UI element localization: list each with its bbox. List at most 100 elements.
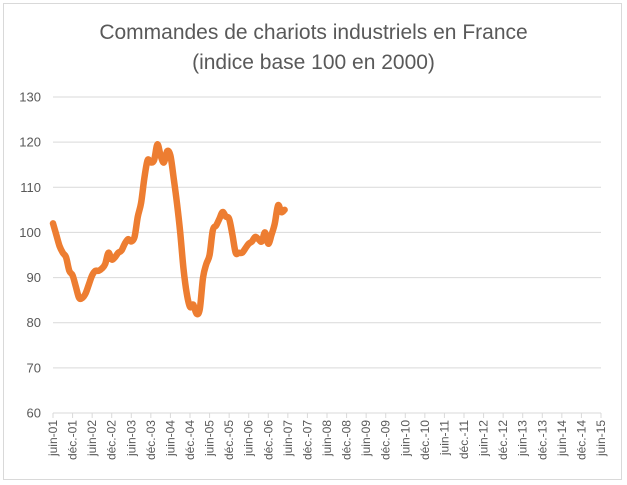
data-point xyxy=(165,149,169,153)
data-point xyxy=(175,201,179,205)
chart-title: Commandes de chariots industriels en Fra… xyxy=(0,18,627,78)
x-tick-label: déc.-13 xyxy=(535,420,549,460)
data-point xyxy=(120,248,124,252)
data-point xyxy=(126,237,130,241)
series-layer xyxy=(49,141,288,318)
data-point xyxy=(74,285,78,289)
x-axis-tick-labels: juin-01 déc.-01 juin-02 déc.-02 juin-03 déc.-… xyxy=(46,420,608,460)
data-point xyxy=(181,267,185,271)
x-tick-label: déc.-05 xyxy=(222,420,236,460)
data-point xyxy=(230,233,234,237)
data-point xyxy=(263,230,267,234)
data-point xyxy=(116,251,120,255)
x-tick-label: déc.-03 xyxy=(144,420,158,460)
x-tick-label: déc.-04 xyxy=(183,420,197,460)
y-tick-label: 60 xyxy=(27,406,41,421)
x-tick-label: déc.-06 xyxy=(261,420,275,460)
x-tick-label: juin-14 xyxy=(555,420,569,457)
data-point xyxy=(266,242,270,246)
data-point xyxy=(100,267,104,271)
data-point xyxy=(185,291,189,295)
x-tick-label: juin-03 xyxy=(124,420,138,457)
data-point xyxy=(191,303,195,307)
data-point xyxy=(133,235,137,239)
x-tick-label: déc.-07 xyxy=(300,420,314,460)
data-point xyxy=(87,282,91,286)
data-point xyxy=(214,224,218,228)
x-tick-label: déc.-01 xyxy=(66,420,80,460)
data-point xyxy=(204,262,208,266)
chart-title-line-1: Commandes de chariots industriels en Fra… xyxy=(99,21,528,44)
data-point xyxy=(139,201,143,205)
data-point xyxy=(195,312,199,316)
data-point xyxy=(129,239,133,243)
data-point xyxy=(178,230,182,234)
y-tick-label: 130 xyxy=(19,90,41,105)
data-point xyxy=(208,253,212,257)
x-tick-label: juin-13 xyxy=(516,420,530,457)
x-tick-label: déc.-11 xyxy=(457,420,471,459)
x-tick-label: juin-06 xyxy=(242,420,256,457)
x-tick-label: déc.-08 xyxy=(340,420,354,460)
x-tick-label: juin-12 xyxy=(477,420,491,457)
data-point xyxy=(227,217,231,221)
data-point xyxy=(270,233,274,237)
y-tick-label: 70 xyxy=(27,360,41,375)
data-point xyxy=(217,217,221,221)
data-point xyxy=(103,262,107,266)
data-point xyxy=(211,228,215,232)
data-point xyxy=(142,176,146,180)
data-point xyxy=(276,203,280,207)
data-point xyxy=(155,142,159,146)
x-tick-label: juin-11 xyxy=(437,420,451,456)
data-point xyxy=(90,273,94,277)
data-point xyxy=(247,242,251,246)
y-tick-label: 110 xyxy=(20,180,41,195)
y-axis-tick-labels: 60 70 80 90 100 110 120 130 xyxy=(19,90,41,421)
x-tick-label: juin-15 xyxy=(594,420,608,457)
data-point xyxy=(250,239,254,243)
gridlines xyxy=(53,96,601,414)
data-point xyxy=(58,244,62,248)
chart-area xyxy=(3,3,622,480)
x-tick-label: juin-04 xyxy=(163,420,177,457)
data-point xyxy=(149,160,153,164)
data-point xyxy=(243,246,247,250)
data-point xyxy=(198,307,202,311)
x-tick-label: juin-09 xyxy=(359,420,373,457)
y-tick-label: 120 xyxy=(19,135,41,150)
data-point xyxy=(257,237,261,241)
x-tick-label: juin-05 xyxy=(203,420,217,457)
data-point xyxy=(64,255,68,259)
x-axis-ticks xyxy=(52,413,602,418)
y-tick-label: 80 xyxy=(27,315,41,330)
data-point xyxy=(97,269,101,273)
data-point xyxy=(253,235,257,239)
data-point xyxy=(152,158,156,162)
data-point xyxy=(146,158,150,162)
data-point xyxy=(84,291,88,295)
y-tick-label: 100 xyxy=(19,225,41,240)
x-tick-label: juin-02 xyxy=(85,420,99,457)
data-point xyxy=(279,210,283,214)
data-point xyxy=(201,276,205,280)
data-point xyxy=(51,221,55,225)
data-point xyxy=(172,176,176,180)
data-point xyxy=(80,296,84,300)
data-point xyxy=(162,160,166,164)
data-point xyxy=(110,258,114,262)
x-tick-label: juin-08 xyxy=(320,420,334,457)
data-point xyxy=(136,215,140,219)
data-point xyxy=(260,239,264,243)
x-tick-label: déc.-10 xyxy=(418,420,432,460)
x-tick-label: juin-10 xyxy=(398,420,412,457)
data-point xyxy=(221,210,225,214)
x-tick-label: déc.-02 xyxy=(105,420,119,460)
x-tick-label: juin-07 xyxy=(281,420,295,457)
data-point xyxy=(159,154,163,158)
data-point xyxy=(273,221,277,225)
data-point xyxy=(67,269,71,273)
x-tick-label: déc.-14 xyxy=(574,420,588,460)
data-point xyxy=(283,208,287,212)
